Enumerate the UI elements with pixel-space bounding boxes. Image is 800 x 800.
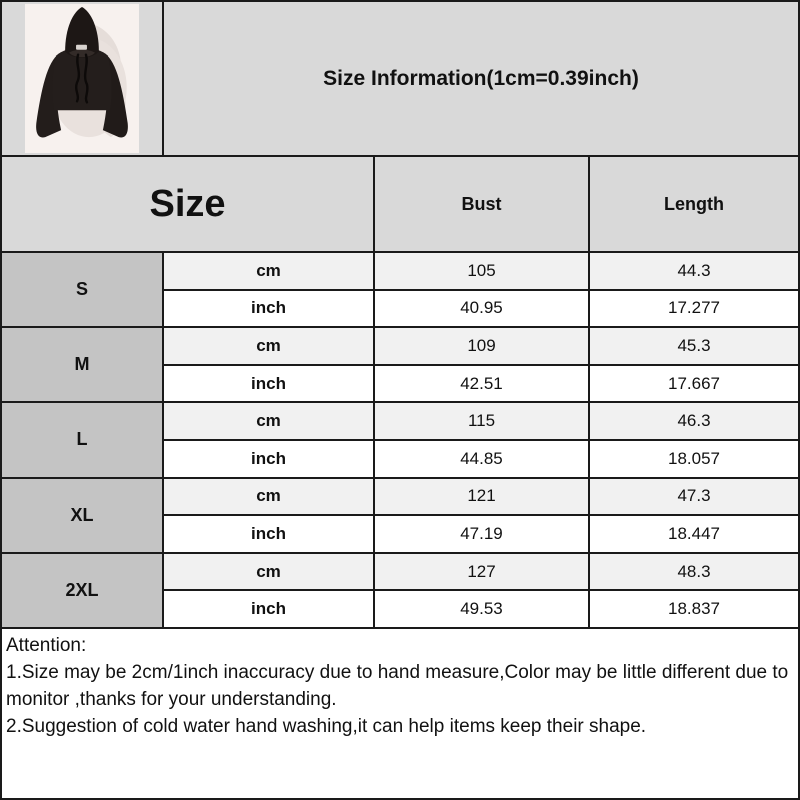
unit-label-inch: inch <box>164 365 373 402</box>
unit-label-inch: inch <box>164 591 373 627</box>
size-label-M: M <box>2 328 162 402</box>
length-cm-value: 44.3 <box>590 253 798 289</box>
length-cm-value: 47.3 <box>590 478 798 515</box>
unit-label-cm: cm <box>164 478 373 515</box>
bust-inch-value: 47.19 <box>375 516 588 552</box>
length-inch-value: 17.667 <box>590 365 798 402</box>
size-label-2XL: 2XL <box>2 553 162 627</box>
title-cell: Size Information(1cm=0.39inch) <box>164 2 798 155</box>
length-inch-value: 18.447 <box>590 516 798 552</box>
bust-cm-value: 109 <box>375 328 588 364</box>
column-header-size: Size <box>2 157 373 251</box>
bust-cm-value: 121 <box>375 478 588 515</box>
unit-label-inch: inch <box>164 516 373 552</box>
size-label-XL: XL <box>2 478 162 552</box>
unit-label-cm: cm <box>164 328 373 364</box>
bust-inch-value: 42.51 <box>375 365 588 402</box>
size-label-L: L <box>2 403 162 477</box>
length-inch-value: 17.277 <box>590 290 798 327</box>
length-inch-value: 18.057 <box>590 440 798 477</box>
bust-inch-value: 49.53 <box>375 591 588 627</box>
bust-inch-value: 40.95 <box>375 290 588 327</box>
bust-inch-value: 44.85 <box>375 440 588 477</box>
column-header-length: Length <box>590 157 798 251</box>
top-section: Size Information(1cm=0.39inch) <box>2 2 798 155</box>
length-cm-value: 48.3 <box>590 553 798 590</box>
bust-cm-value: 105 <box>375 253 588 289</box>
attention-heading: Attention: <box>6 634 87 656</box>
unit-label-cm: cm <box>164 253 373 289</box>
unit-label-inch: inch <box>164 440 373 477</box>
size-label-S: S <box>2 253 162 327</box>
bust-cm-value: 127 <box>375 553 588 590</box>
length-inch-value: 18.837 <box>590 591 798 627</box>
hoodie-image <box>25 4 139 153</box>
attention-note-2: 2.Suggestion of cold water hand washing,… <box>6 715 647 737</box>
attention-note-1: 1.Size may be 2cm/1inch inaccuracy due t… <box>6 661 789 710</box>
unit-label-cm: cm <box>164 553 373 590</box>
unit-label-cm: cm <box>164 403 373 439</box>
page-title: Size Information(1cm=0.39inch) <box>323 66 639 90</box>
product-photo <box>25 4 139 153</box>
product-image-cell <box>2 2 162 155</box>
unit-label-inch: inch <box>164 290 373 327</box>
column-header-bust: Bust <box>375 157 588 251</box>
length-cm-value: 45.3 <box>590 328 798 364</box>
bust-cm-value: 115 <box>375 403 588 439</box>
attention-section: Attention: 1.Size may be 2cm/1inch inacc… <box>2 628 798 798</box>
length-cm-value: 46.3 <box>590 403 798 439</box>
